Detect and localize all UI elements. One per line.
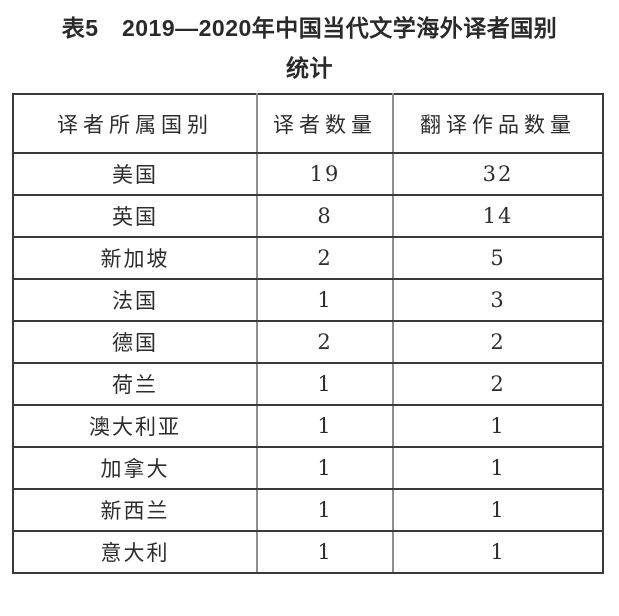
cell-country: 德国 — [13, 321, 258, 364]
table-row: 法国 1 3 — [13, 279, 603, 322]
cell-translator-count: 8 — [257, 195, 394, 238]
cell-work-count: 14 — [393, 195, 603, 238]
cell-country: 美国 — [13, 153, 258, 196]
cell-country: 法国 — [13, 279, 258, 322]
caption-line-1: 表5 2019—2020年中国当代文学海外译者国别 — [61, 15, 558, 41]
cell-country: 意大利 — [13, 531, 258, 574]
cell-work-count: 2 — [393, 363, 603, 406]
cell-translator-count: 2 — [257, 321, 394, 364]
cell-work-count: 5 — [393, 237, 603, 280]
cell-translator-count: 1 — [257, 447, 394, 490]
cell-country: 荷兰 — [13, 363, 258, 406]
table-row: 荷兰 1 2 — [13, 363, 603, 406]
cell-country: 英国 — [13, 195, 258, 238]
cell-country: 澳大利亚 — [13, 405, 258, 448]
statistics-table: 译者所属国别 译者数量 翻译作品数量 美国 19 32 英国 8 14 新加坡 … — [12, 93, 604, 574]
cell-translator-count: 1 — [257, 489, 394, 532]
cell-work-count: 32 — [393, 153, 603, 196]
caption-line-2: 统计 — [286, 55, 333, 81]
table-row: 英国 8 14 — [13, 195, 603, 238]
cell-translator-count: 2 — [257, 237, 394, 280]
cell-country: 加拿大 — [13, 447, 258, 490]
table-header-row: 译者所属国别 译者数量 翻译作品数量 — [13, 94, 603, 154]
cell-work-count: 1 — [393, 447, 603, 490]
table-row: 美国 19 32 — [13, 153, 603, 196]
column-header-country: 译者所属国别 — [13, 94, 258, 154]
table-caption: 表5 2019—2020年中国当代文学海外译者国别 统计 — [0, 8, 619, 88]
table-row: 新西兰 1 1 — [13, 489, 603, 532]
cell-work-count: 1 — [393, 531, 603, 574]
cell-translator-count: 19 — [257, 153, 394, 196]
cell-work-count: 2 — [393, 321, 603, 364]
cell-work-count: 1 — [393, 405, 603, 448]
cell-country: 新加坡 — [13, 237, 258, 280]
table-row: 德国 2 2 — [13, 321, 603, 364]
cell-translator-count: 1 — [257, 405, 394, 448]
table-row: 意大利 1 1 — [13, 531, 603, 574]
cell-translator-count: 1 — [257, 531, 394, 574]
cell-translator-count: 1 — [257, 363, 394, 406]
column-header-work-count: 翻译作品数量 — [393, 94, 603, 154]
table-row: 加拿大 1 1 — [13, 447, 603, 490]
cell-translator-count: 1 — [257, 279, 394, 322]
table-row: 澳大利亚 1 1 — [13, 405, 603, 448]
column-header-translator-count: 译者数量 — [257, 94, 394, 154]
cell-work-count: 3 — [393, 279, 603, 322]
cell-country: 新西兰 — [13, 489, 258, 532]
table-row: 新加坡 2 5 — [13, 237, 603, 280]
cell-work-count: 1 — [393, 489, 603, 532]
